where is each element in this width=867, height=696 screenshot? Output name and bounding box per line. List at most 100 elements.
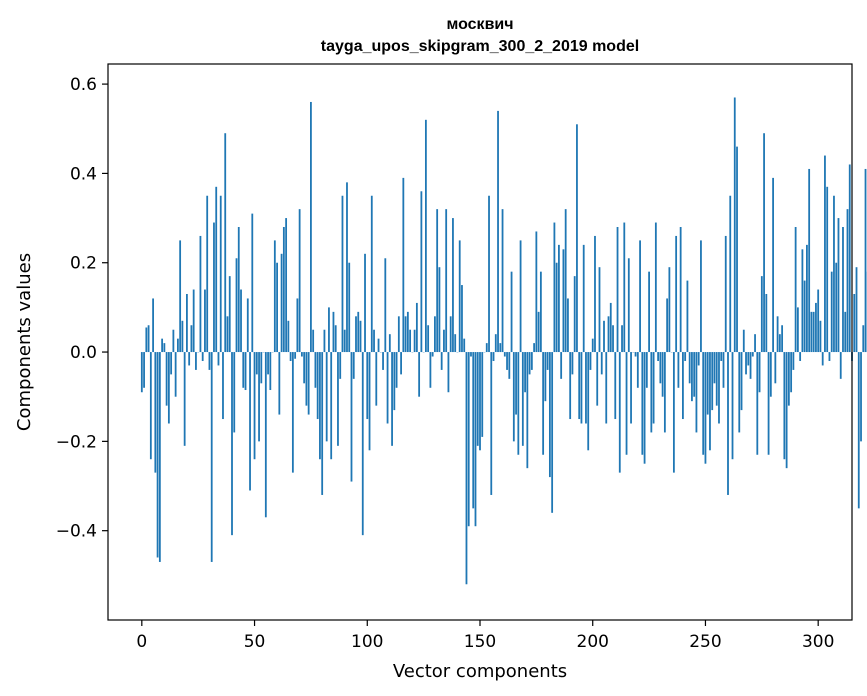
bar-6 xyxy=(154,352,157,473)
bar-143 xyxy=(463,338,466,353)
bar-26 xyxy=(199,235,202,353)
bar-162 xyxy=(506,352,508,370)
bar-78 xyxy=(316,352,319,420)
bars-group xyxy=(140,97,867,585)
bar-88 xyxy=(339,352,342,379)
bar-190 xyxy=(569,352,572,420)
bar-153 xyxy=(485,343,488,353)
bar-320 xyxy=(862,325,865,353)
bar-171 xyxy=(526,352,529,469)
bar-313 xyxy=(846,209,849,353)
bar-310 xyxy=(839,352,842,379)
bar-133 xyxy=(440,352,443,370)
bar-114 xyxy=(397,316,400,353)
x-tick-label: 250 xyxy=(689,632,721,652)
bar-165 xyxy=(512,352,515,442)
bar-173 xyxy=(530,352,533,370)
bar-43 xyxy=(237,227,240,353)
bar-216 xyxy=(627,258,630,353)
bar-311 xyxy=(842,227,844,353)
bar-199 xyxy=(589,352,592,370)
bar-23 xyxy=(192,289,195,353)
bar-214 xyxy=(623,222,626,353)
bar-280 xyxy=(772,177,774,353)
bar-300 xyxy=(817,289,820,353)
bar-271 xyxy=(751,352,754,357)
bar-219 xyxy=(634,352,637,357)
bar-286 xyxy=(785,352,788,469)
bar-249 xyxy=(702,352,705,455)
bar-169 xyxy=(521,352,524,446)
bar-224 xyxy=(645,352,648,388)
bar-160 xyxy=(501,209,504,353)
plot-frame xyxy=(107,63,853,621)
bar-294 xyxy=(803,280,806,353)
bar-11 xyxy=(165,352,168,406)
bar-96 xyxy=(357,311,360,353)
bar-279 xyxy=(769,352,772,397)
bar-236 xyxy=(672,352,675,473)
bar-65 xyxy=(287,320,290,353)
bar-86 xyxy=(334,325,337,353)
bar-250 xyxy=(704,352,707,464)
bar-289 xyxy=(792,352,795,370)
x-tick-label: 50 xyxy=(244,632,266,652)
bar-213 xyxy=(621,325,623,353)
bar-245 xyxy=(693,352,696,397)
bar-278 xyxy=(767,352,770,455)
bar-92 xyxy=(348,262,351,353)
bar-189 xyxy=(567,298,569,353)
bar-193 xyxy=(576,124,578,353)
bar-98 xyxy=(361,352,364,536)
bar-179 xyxy=(544,352,547,402)
bar-186 xyxy=(560,352,563,379)
bar-151 xyxy=(481,352,484,437)
bar-269 xyxy=(747,352,750,366)
bar-272 xyxy=(754,334,756,353)
bar-261 xyxy=(729,195,732,353)
bar-176 xyxy=(537,311,540,353)
bar-273 xyxy=(756,352,759,455)
bar-287 xyxy=(787,352,790,406)
bar-257 xyxy=(720,352,723,361)
bar-276 xyxy=(763,133,765,353)
bar-3 xyxy=(147,325,150,353)
bar-188 xyxy=(564,209,567,353)
bar-290 xyxy=(794,227,797,353)
bar-307 xyxy=(833,195,835,353)
bar-256 xyxy=(718,352,720,424)
bar-297 xyxy=(810,311,813,353)
bar-148 xyxy=(474,352,477,527)
bar-268 xyxy=(745,352,747,375)
bar-177 xyxy=(539,271,542,353)
bar-73 xyxy=(305,352,308,406)
bar-119 xyxy=(409,329,412,353)
bar-211 xyxy=(616,227,619,353)
bar-314 xyxy=(848,164,851,353)
bar-128 xyxy=(429,352,432,388)
bar-121 xyxy=(413,329,416,353)
bar-31 xyxy=(210,352,213,562)
bar-89 xyxy=(341,195,344,353)
bar-107 xyxy=(382,352,384,370)
bar-19 xyxy=(183,352,186,446)
bar-4 xyxy=(149,352,152,460)
bar-209 xyxy=(612,325,614,353)
bar-8 xyxy=(158,352,161,562)
bar-2 xyxy=(145,327,148,353)
bar-203 xyxy=(598,267,601,353)
bar-94 xyxy=(352,352,355,379)
bar-39 xyxy=(228,276,231,353)
y-axis-ticks: −0.4 −0.2 0.0 0.2 0.4 0.6 xyxy=(56,75,108,542)
bar-316 xyxy=(853,293,856,353)
bar-212 xyxy=(618,352,621,473)
bar-113 xyxy=(395,352,398,388)
bar-55 xyxy=(264,352,267,518)
bar-248 xyxy=(700,240,702,353)
bar-27 xyxy=(201,352,204,361)
bar-123 xyxy=(418,352,421,397)
bar-166 xyxy=(515,352,517,415)
bar-29 xyxy=(206,195,209,353)
x-tick-label: 0 xyxy=(136,632,147,652)
bar-155 xyxy=(490,352,493,495)
